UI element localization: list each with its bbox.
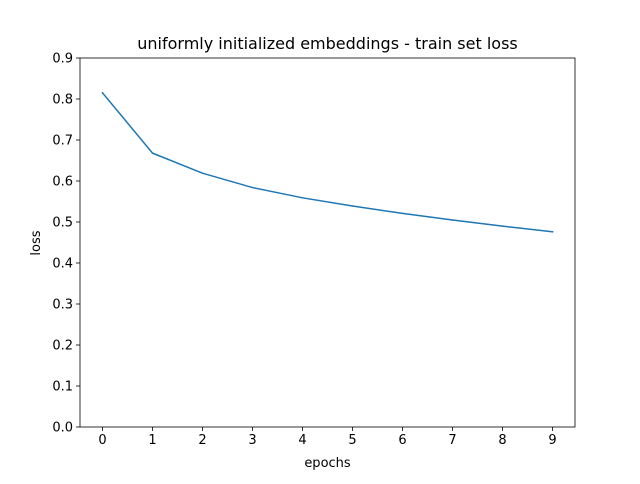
- y-tick-label-0-9: 0.9: [52, 52, 73, 67]
- data-point-epoch-0: [101, 92, 104, 94]
- data-point-epoch-5: [351, 205, 354, 207]
- x-tick-label-5: 5: [348, 433, 356, 448]
- data-point-epoch-8: [501, 225, 504, 227]
- data-point-epoch-4: [301, 197, 304, 199]
- x-tick-label-3: 3: [248, 433, 256, 448]
- data-point-epoch-6: [401, 212, 404, 215]
- data-point-epoch-3: [251, 186, 254, 189]
- y-axis-label: loss: [29, 230, 44, 255]
- x-tick-label-6: 6: [398, 433, 406, 448]
- y-tick-label-0-6: 0.6: [52, 175, 73, 190]
- data-point-epoch-7: [451, 219, 454, 221]
- y-tick-label-0-0: 0.0: [52, 421, 73, 436]
- y-tick-label-0-3: 0.3: [52, 298, 73, 313]
- x-tick-label-2: 2: [198, 433, 206, 448]
- x-tick-label-0: 0: [98, 433, 106, 448]
- x-tick-label-4: 4: [298, 433, 306, 448]
- x-axis-label: epochs: [304, 456, 351, 471]
- y-tick-label-0-2: 0.2: [52, 339, 73, 354]
- y-tick-label-0-5: 0.5: [52, 216, 73, 231]
- plot-area: 0 1 2 3 4 5 6 7 8 9 0.0 0.1 0.2 0.3 0.4 0.5 0.6 0.7 0.8 0.9: [52, 52, 576, 448]
- y-tick-label-0-1: 0.1: [52, 380, 73, 395]
- y-tick-label-0-4: 0.4: [52, 257, 73, 272]
- data-point-epoch-9: [551, 231, 554, 233]
- y-tick-label-0-7: 0.7: [52, 134, 73, 149]
- data-point-epoch-2: [201, 172, 204, 174]
- x-tick-label-9: 9: [548, 433, 556, 448]
- chart-title: uniformly initialized embeddings - train…: [137, 34, 518, 53]
- x-tick-label-7: 7: [448, 433, 456, 448]
- axes-frame: [79, 57, 576, 428]
- x-tick-label-8: 8: [498, 433, 506, 448]
- loss-series-line: [101, 91, 554, 233]
- data-point-epoch-1: [151, 152, 154, 154]
- y-tick-label-0-8: 0.8: [52, 93, 73, 108]
- x-tick-label-1: 1: [148, 433, 156, 448]
